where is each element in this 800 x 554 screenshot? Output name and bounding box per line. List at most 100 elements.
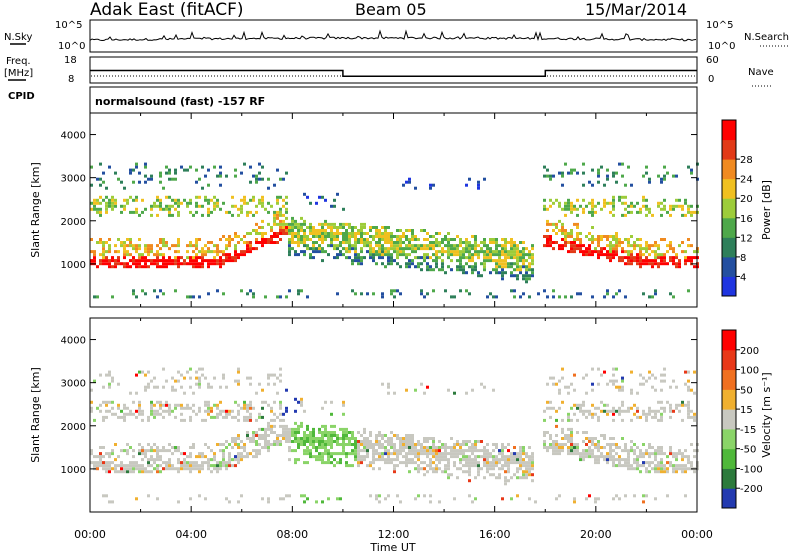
heatmap-cell [456,247,459,251]
heatmap-cell [471,388,474,392]
heatmap-cell [501,274,504,278]
heatmap-cell [204,174,207,178]
heatmap-cell [459,265,462,269]
heatmap-cell [405,247,408,251]
heatmap-cell [357,458,360,462]
heatmap-cell [255,229,258,232]
heatmap-cell [687,455,690,459]
heatmap-cell [438,232,441,235]
heatmap-cell [504,241,507,244]
heatmap-cell [579,238,582,241]
heatmap-cell [546,174,549,178]
heatmap-cell [615,443,618,446]
heatmap-cell [162,238,165,241]
heatmap-cell [549,204,552,208]
heatmap-cell [183,458,186,462]
heatmap-cell [339,437,342,440]
heatmap-cell [528,464,531,468]
heatmap-cell [333,431,336,434]
heatmap-cell [630,253,633,257]
heatmap-cell [594,446,597,449]
heatmap-cell [225,461,228,465]
heatmap-cell [648,262,651,266]
heatmap-cell [252,455,255,459]
heatmap-cell [531,244,534,248]
heatmap-cell [183,391,186,395]
heatmap-cell [504,482,507,486]
heatmap-cell [249,415,252,419]
heatmap-cell [327,434,330,437]
heatmap-cell [657,174,660,178]
heatmap-cell [504,476,507,480]
heatmap-cell [576,449,579,453]
heatmap-cell [681,204,684,208]
heatmap-cell [366,464,369,468]
heatmap-cell [654,250,657,254]
noise-tick-low-right: 10^0 [708,41,735,52]
heatmap-cell [339,443,342,446]
heatmap-cell [591,238,594,241]
heatmap-cell [276,376,279,380]
heatmap-cell [591,437,594,440]
heatmap-cell [117,415,120,419]
heatmap-cell [639,210,642,214]
heatmap-cell [288,244,291,248]
heatmap-cell [258,177,261,181]
heatmap-cell [348,247,351,251]
heatmap-cell [567,415,570,419]
heatmap-cell [135,259,138,263]
heatmap-cell [459,446,462,449]
heatmap-cell [447,464,450,468]
heatmap-cell [297,440,300,443]
heatmap-cell [618,409,621,413]
heatmap-cell [594,204,597,208]
heatmap-cell [438,461,441,465]
heatmap-cell [510,461,513,465]
heatmap-cell [489,452,492,456]
heatmap-cell [276,434,279,437]
heatmap-cell [477,244,480,248]
heatmap-cell [585,235,588,238]
heatmap-cell [549,406,552,410]
heatmap-cell [162,265,165,269]
heatmap-cell [573,238,576,241]
heatmap-cell [342,241,345,244]
heatmap-cell [354,256,357,260]
heatmap-cell [594,250,597,254]
heatmap-cell [642,198,645,202]
heatmap-cell [273,424,276,428]
heatmap-cell [99,213,102,217]
heatmap-cell [312,247,315,251]
heatmap-cell [627,165,630,169]
heatmap-cell [648,210,651,214]
heatmap-cell [114,204,117,208]
heatmap-cell [555,449,558,453]
heatmap-cell [297,431,300,434]
heatmap-cell [294,250,297,254]
heatmap-cell [462,464,465,468]
heatmap-cell [225,253,228,257]
heatmap-cell [294,241,297,244]
heatmap-cell [369,431,372,434]
heatmap-cell [468,467,471,471]
heatmap-cell [363,222,366,226]
heatmap-cell [249,437,252,440]
heatmap-cell [471,256,474,260]
heatmap-cell [381,244,384,248]
heatmap-cell [570,207,573,211]
heatmap-cell [525,265,528,269]
heatmap-cell [645,207,648,211]
heatmap-cell [96,455,99,459]
heatmap-cell [519,253,522,257]
heatmap-cell [342,247,345,251]
heatmap-cell [282,222,285,226]
heatmap-cell [348,464,351,468]
heatmap-cell [621,403,624,407]
heatmap-cell [276,201,279,205]
heatmap-cell [651,373,654,377]
heatmap-cell [267,201,270,205]
heatmap-cell [624,213,627,217]
heatmap-cell [531,274,534,278]
heatmap-cell [690,213,693,217]
